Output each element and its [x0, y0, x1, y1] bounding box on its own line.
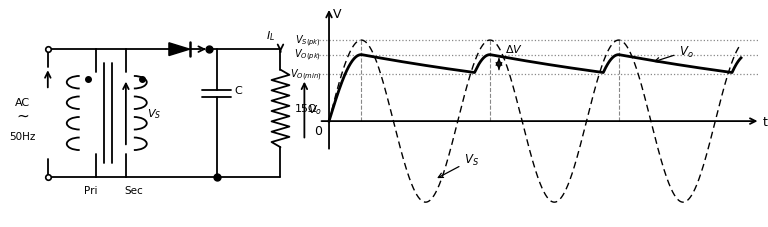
- Text: 50Hz: 50Hz: [9, 131, 35, 141]
- Text: t: t: [763, 115, 768, 128]
- Text: $V_{S(pk)}$: $V_{S(pk)}$: [296, 33, 321, 49]
- Text: Pri: Pri: [84, 185, 98, 195]
- Text: $V_{O(pk)}$: $V_{O(pk)}$: [294, 48, 321, 63]
- Text: $V_o$: $V_o$: [655, 44, 694, 63]
- Text: AC: AC: [15, 97, 30, 107]
- Polygon shape: [169, 44, 190, 56]
- Text: $\Delta V$: $\Delta V$: [505, 43, 523, 54]
- Text: Sec: Sec: [124, 185, 144, 195]
- Text: 15Ω: 15Ω: [295, 104, 317, 114]
- Text: $V_{O(min)}$: $V_{O(min)}$: [290, 67, 321, 82]
- Text: $V_o$: $V_o$: [307, 103, 322, 117]
- Text: $V_S$: $V_S$: [147, 107, 161, 120]
- Text: $V_S$: $V_S$: [439, 153, 479, 178]
- Text: 0: 0: [314, 124, 322, 137]
- Text: $I_L$: $I_L$: [266, 29, 276, 43]
- Text: C: C: [234, 86, 242, 96]
- Text: ~: ~: [16, 108, 28, 123]
- Text: V: V: [333, 8, 342, 21]
